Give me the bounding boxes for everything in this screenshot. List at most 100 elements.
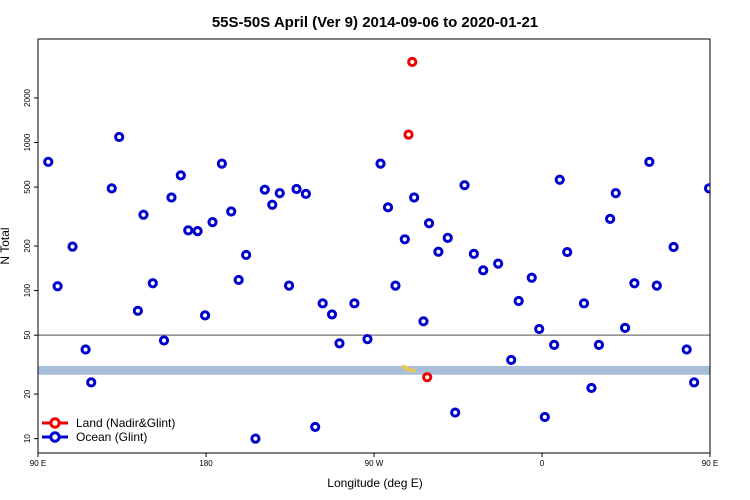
data-point [534,323,545,335]
data-point [274,188,285,199]
data-point [259,184,270,195]
data-point [132,305,143,316]
data-point [468,248,479,259]
data-point [610,188,621,199]
data-point [67,241,78,252]
legend-marker [49,417,61,429]
data-point [106,183,117,194]
data-point [226,206,237,217]
data-point [478,265,489,276]
data-point [250,433,261,444]
series-land [403,56,433,383]
data-point [433,246,444,257]
y-tick-label: 1000 [23,133,32,151]
data-point [493,258,504,269]
series-ocean [43,131,710,444]
data-point [549,339,560,350]
data-point [114,131,125,143]
data-point [382,202,394,213]
data-point [199,310,211,321]
data-point [526,272,537,283]
data-point [619,322,631,333]
y-tick-label: 20 [23,389,32,398]
data-point [317,298,328,309]
data-point [605,213,616,224]
data-point [326,309,338,320]
data-point [300,188,311,199]
data-point [86,377,97,388]
data-point [459,180,470,191]
data-point [399,234,410,245]
data-point [233,274,244,286]
data-point [207,217,218,228]
legend-label: Ocean (Glint) [76,430,147,444]
data-point [334,338,345,349]
data-point [423,218,435,229]
data-point [183,225,194,236]
data-point [644,156,655,167]
data-point [52,281,63,292]
data-point [375,158,386,169]
x-axis-label: Longitude (deg E) [327,476,422,490]
data-point [651,280,662,291]
data-point [138,209,149,220]
data-point [409,192,420,203]
data-point [593,339,605,350]
data-point [422,372,433,383]
chart-title: 55S-50S April (Ver 9) 2014-09-06 to 2020… [212,14,538,31]
reference-band [38,365,710,375]
data-point [629,278,640,289]
data-point [703,183,710,194]
data-point [349,298,360,309]
band-highlight-mark [410,368,416,374]
data-point [43,156,54,167]
data-point [362,334,373,345]
x-tick-label: 90 E [702,459,718,468]
x-tick-label: 90 W [365,459,384,468]
data-point [147,278,158,289]
data-point [283,280,295,291]
data-point [158,335,170,346]
data-point [539,411,550,423]
legend: Land (Nadir&Glint)Ocean (Glint) [42,416,175,444]
data-point [681,344,692,355]
data-point [310,421,321,433]
data-point [513,295,524,307]
data-point [578,298,590,309]
data-point [407,56,418,68]
data-point [442,232,453,243]
y-tick-label: 500 [23,180,32,194]
x-tick-label: 90 E [30,459,46,468]
y-axis-label: N Total [0,227,12,264]
y-tick-label: 100 [23,283,32,297]
y-tick-label: 50 [23,330,32,339]
legend-marker [49,431,61,443]
data-point [267,199,278,210]
x-tick-label: 180 [199,459,213,468]
legend-label: Land (Nadir&Glint) [76,416,175,430]
data-point [80,344,91,355]
data-point [241,249,252,261]
data-point [291,183,302,195]
y-tick-label: 10 [23,434,32,443]
y-tick-label: 2000 [23,88,32,106]
data-point [554,174,565,185]
data-point [562,246,573,258]
y-tick-label: 200 [23,239,32,253]
data-point [418,316,429,327]
band-highlight-marks [401,364,416,374]
data-point [586,382,597,394]
x-tick-label: 0 [540,459,545,468]
data-point [506,354,517,366]
data-point [668,241,679,253]
data-point [166,192,177,203]
band-highlight-mark [407,367,412,373]
data-point [450,407,461,418]
data-point [403,129,414,140]
data-point [390,280,401,291]
data-point [175,170,186,181]
data-point [689,377,700,388]
